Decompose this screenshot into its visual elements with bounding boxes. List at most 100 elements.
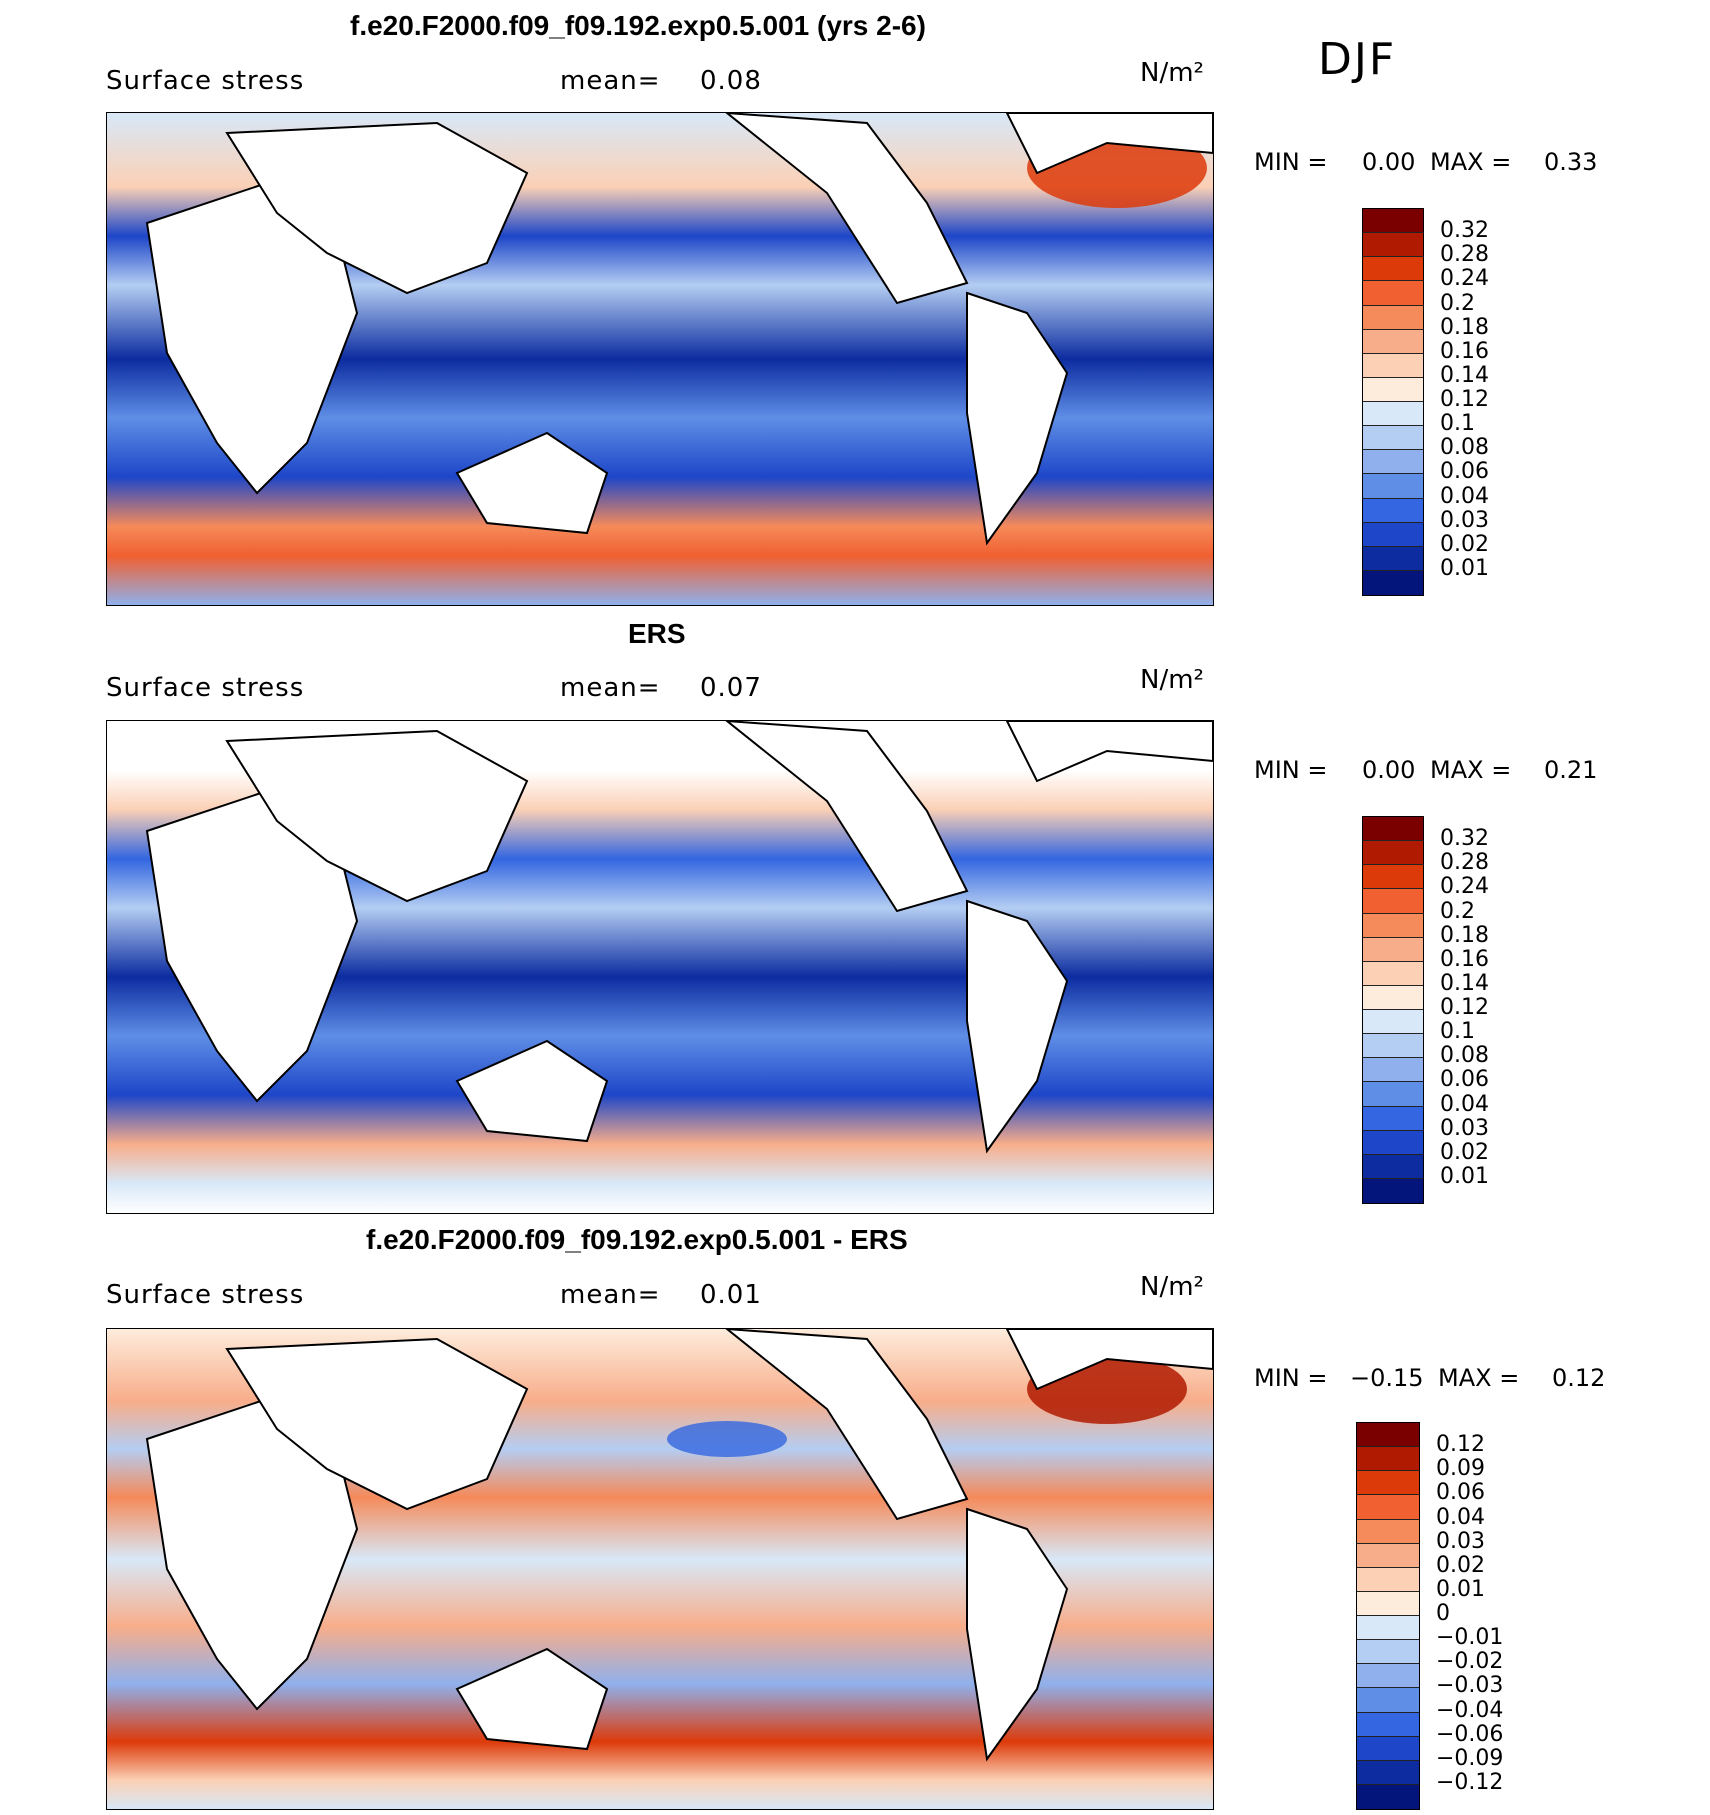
- colorbar-tick-label: −0.03: [1436, 1673, 1504, 1699]
- colorbar-swatch: [1357, 1712, 1419, 1737]
- colorbar-swatch: [1357, 1640, 1419, 1665]
- panel1-variable: Surface stress: [106, 66, 305, 96]
- panel3-min-value: −0.15: [1350, 1364, 1424, 1392]
- panel3-map-field: [107, 1329, 1213, 1809]
- colorbar-swatch: [1357, 1760, 1419, 1785]
- panel2-map: [106, 720, 1214, 1214]
- colorbar-swatch: [1357, 1423, 1419, 1448]
- panel1-map-field: [107, 113, 1213, 605]
- colorbar-tick-label: −0.09: [1436, 1745, 1504, 1771]
- panel3-max-value: 0.12: [1552, 1364, 1606, 1392]
- colorbar-tick-label: 0.12: [1436, 1432, 1485, 1458]
- colorbar-tick-label: 0.06: [1440, 1067, 1489, 1093]
- colorbar-swatch: [1363, 1154, 1423, 1179]
- colorbar-swatch: [1357, 1495, 1419, 1520]
- colorbar-tick-label: 0.18: [1440, 922, 1489, 948]
- colorbar-tick-label: −0.06: [1436, 1721, 1504, 1747]
- panel1-mean-label: mean=: [560, 66, 661, 96]
- colorbar-swatch: [1363, 937, 1423, 962]
- colorbar-swatch: [1363, 233, 1423, 258]
- colorbar-tick-label: 0.06: [1436, 1480, 1485, 1506]
- colorbar-swatch: [1363, 305, 1423, 330]
- colorbar-swatch: [1357, 1688, 1419, 1713]
- panel3-variable: Surface stress: [106, 1280, 305, 1310]
- colorbar-tick-label: 0.1: [1440, 1019, 1475, 1045]
- colorbar-tick-label: 0.14: [1440, 970, 1489, 996]
- panel1-mean-value: 0.08: [700, 66, 762, 96]
- colorbar-tick-label: 0.04: [1436, 1504, 1485, 1530]
- colorbar-swatch: [1357, 1519, 1419, 1544]
- colorbar-swatch: [1363, 1010, 1423, 1035]
- colorbar-swatch: [1357, 1736, 1419, 1761]
- season-label: DJF: [1318, 34, 1397, 85]
- colorbar-tick-label: 0.18: [1440, 314, 1489, 340]
- colorbar-swatch: [1357, 1447, 1419, 1472]
- colorbar-tick-label: 0.03: [1436, 1528, 1485, 1554]
- colorbar-tick-label: 0.2: [1440, 898, 1475, 924]
- colorbar-tick-label: 0.03: [1440, 507, 1489, 533]
- colorbar-tick-label: 0.1: [1440, 411, 1475, 437]
- panel1-min-label: MIN =: [1254, 148, 1328, 176]
- panel1-min-value: 0.00: [1362, 148, 1416, 176]
- colorbar-swatch: [1363, 450, 1423, 475]
- colorbar-tick-label: 0.02: [1436, 1552, 1485, 1578]
- colorbar-swatch: [1363, 522, 1423, 547]
- colorbar-swatch: [1363, 209, 1423, 234]
- colorbar-tick-label: 0.24: [1440, 874, 1489, 900]
- colorbar-tick-label: 0.14: [1440, 362, 1489, 388]
- colorbar-tick-label: 0.08: [1440, 1043, 1489, 1069]
- colorbar-tick-label: 0: [1436, 1601, 1450, 1626]
- colorbar-tick-label: 0.01: [1436, 1576, 1485, 1602]
- panel3-colorbar: [1356, 1422, 1420, 1810]
- colorbar-swatch: [1363, 377, 1423, 402]
- panel2-variable: Surface stress: [106, 673, 305, 703]
- colorbar-swatch: [1363, 426, 1423, 451]
- colorbar-tick-label: 0.28: [1440, 850, 1489, 876]
- panel2-map-field: [107, 721, 1213, 1213]
- colorbar-swatch: [1363, 1058, 1423, 1083]
- colorbar-swatch: [1357, 1567, 1419, 1592]
- colorbar-swatch: [1363, 961, 1423, 986]
- panel1-title: f.e20.F2000.f09_f09.192.exp0.5.001 (yrs …: [350, 10, 926, 41]
- colorbar-tick-label: 0.06: [1440, 459, 1489, 485]
- colorbar-tick-label: 0.24: [1440, 266, 1489, 292]
- colorbar-swatch: [1363, 1130, 1423, 1155]
- colorbar-tick-label: 0.04: [1440, 1091, 1489, 1117]
- colorbar-tick-label: 0.01: [1440, 1163, 1489, 1189]
- panel1-max-label: MAX =: [1430, 148, 1512, 176]
- colorbar-swatch: [1363, 841, 1423, 866]
- colorbar-tick-label: −0.04: [1436, 1697, 1504, 1723]
- colorbar-swatch: [1363, 281, 1423, 306]
- colorbar-swatch: [1357, 1471, 1419, 1496]
- colorbar-swatch: [1363, 353, 1423, 378]
- colorbar-tick-label: 0.16: [1440, 946, 1489, 972]
- colorbar-swatch: [1363, 889, 1423, 914]
- colorbar-tick-label: 0.02: [1440, 531, 1489, 557]
- colorbar-swatch: [1357, 1616, 1419, 1641]
- colorbar-swatch: [1363, 570, 1423, 595]
- panel1-map: [106, 112, 1214, 606]
- colorbar-swatch: [1363, 402, 1423, 427]
- colorbar-swatch: [1363, 257, 1423, 282]
- panel3-mean-value: 0.01: [700, 1280, 762, 1310]
- panel1-unit: N/m²: [1140, 58, 1204, 88]
- colorbar-tick-label: 0.01: [1440, 555, 1489, 581]
- panel2-min-label: MIN =: [1254, 756, 1328, 784]
- colorbar-swatch: [1363, 1082, 1423, 1107]
- colorbar-tick-label: 0.2: [1440, 290, 1475, 316]
- colorbar-swatch: [1357, 1543, 1419, 1568]
- colorbar-swatch: [1363, 817, 1423, 842]
- colorbar-swatch: [1363, 1034, 1423, 1059]
- panel2-min-value: 0.00: [1362, 756, 1416, 784]
- colorbar-tick-label: −0.01: [1436, 1625, 1504, 1651]
- panel1-colorbar: [1362, 208, 1424, 596]
- panel2-mean-value: 0.07: [700, 673, 762, 703]
- colorbar-tick-label: 0.04: [1440, 483, 1489, 509]
- colorbar-tick-label: −0.02: [1436, 1649, 1504, 1675]
- panel3-map: [106, 1328, 1214, 1810]
- panel3-colorbar-labels: 0.12 0.09 0.06 0.04 0.03 0.02 0.01 0 −0.01 −0.02−…: [1436, 1422, 1566, 1808]
- panel2-colorbar-labels: 0.32 0.28 0.24 0.2 0.18 0.16 0.14 0.12 0.1 0.08 0.…: [1440, 816, 1560, 1202]
- colorbar-tick-label: 0.32: [1440, 218, 1489, 244]
- colorbar-swatch: [1363, 1178, 1423, 1203]
- panel3-min-label: MIN =: [1254, 1364, 1328, 1392]
